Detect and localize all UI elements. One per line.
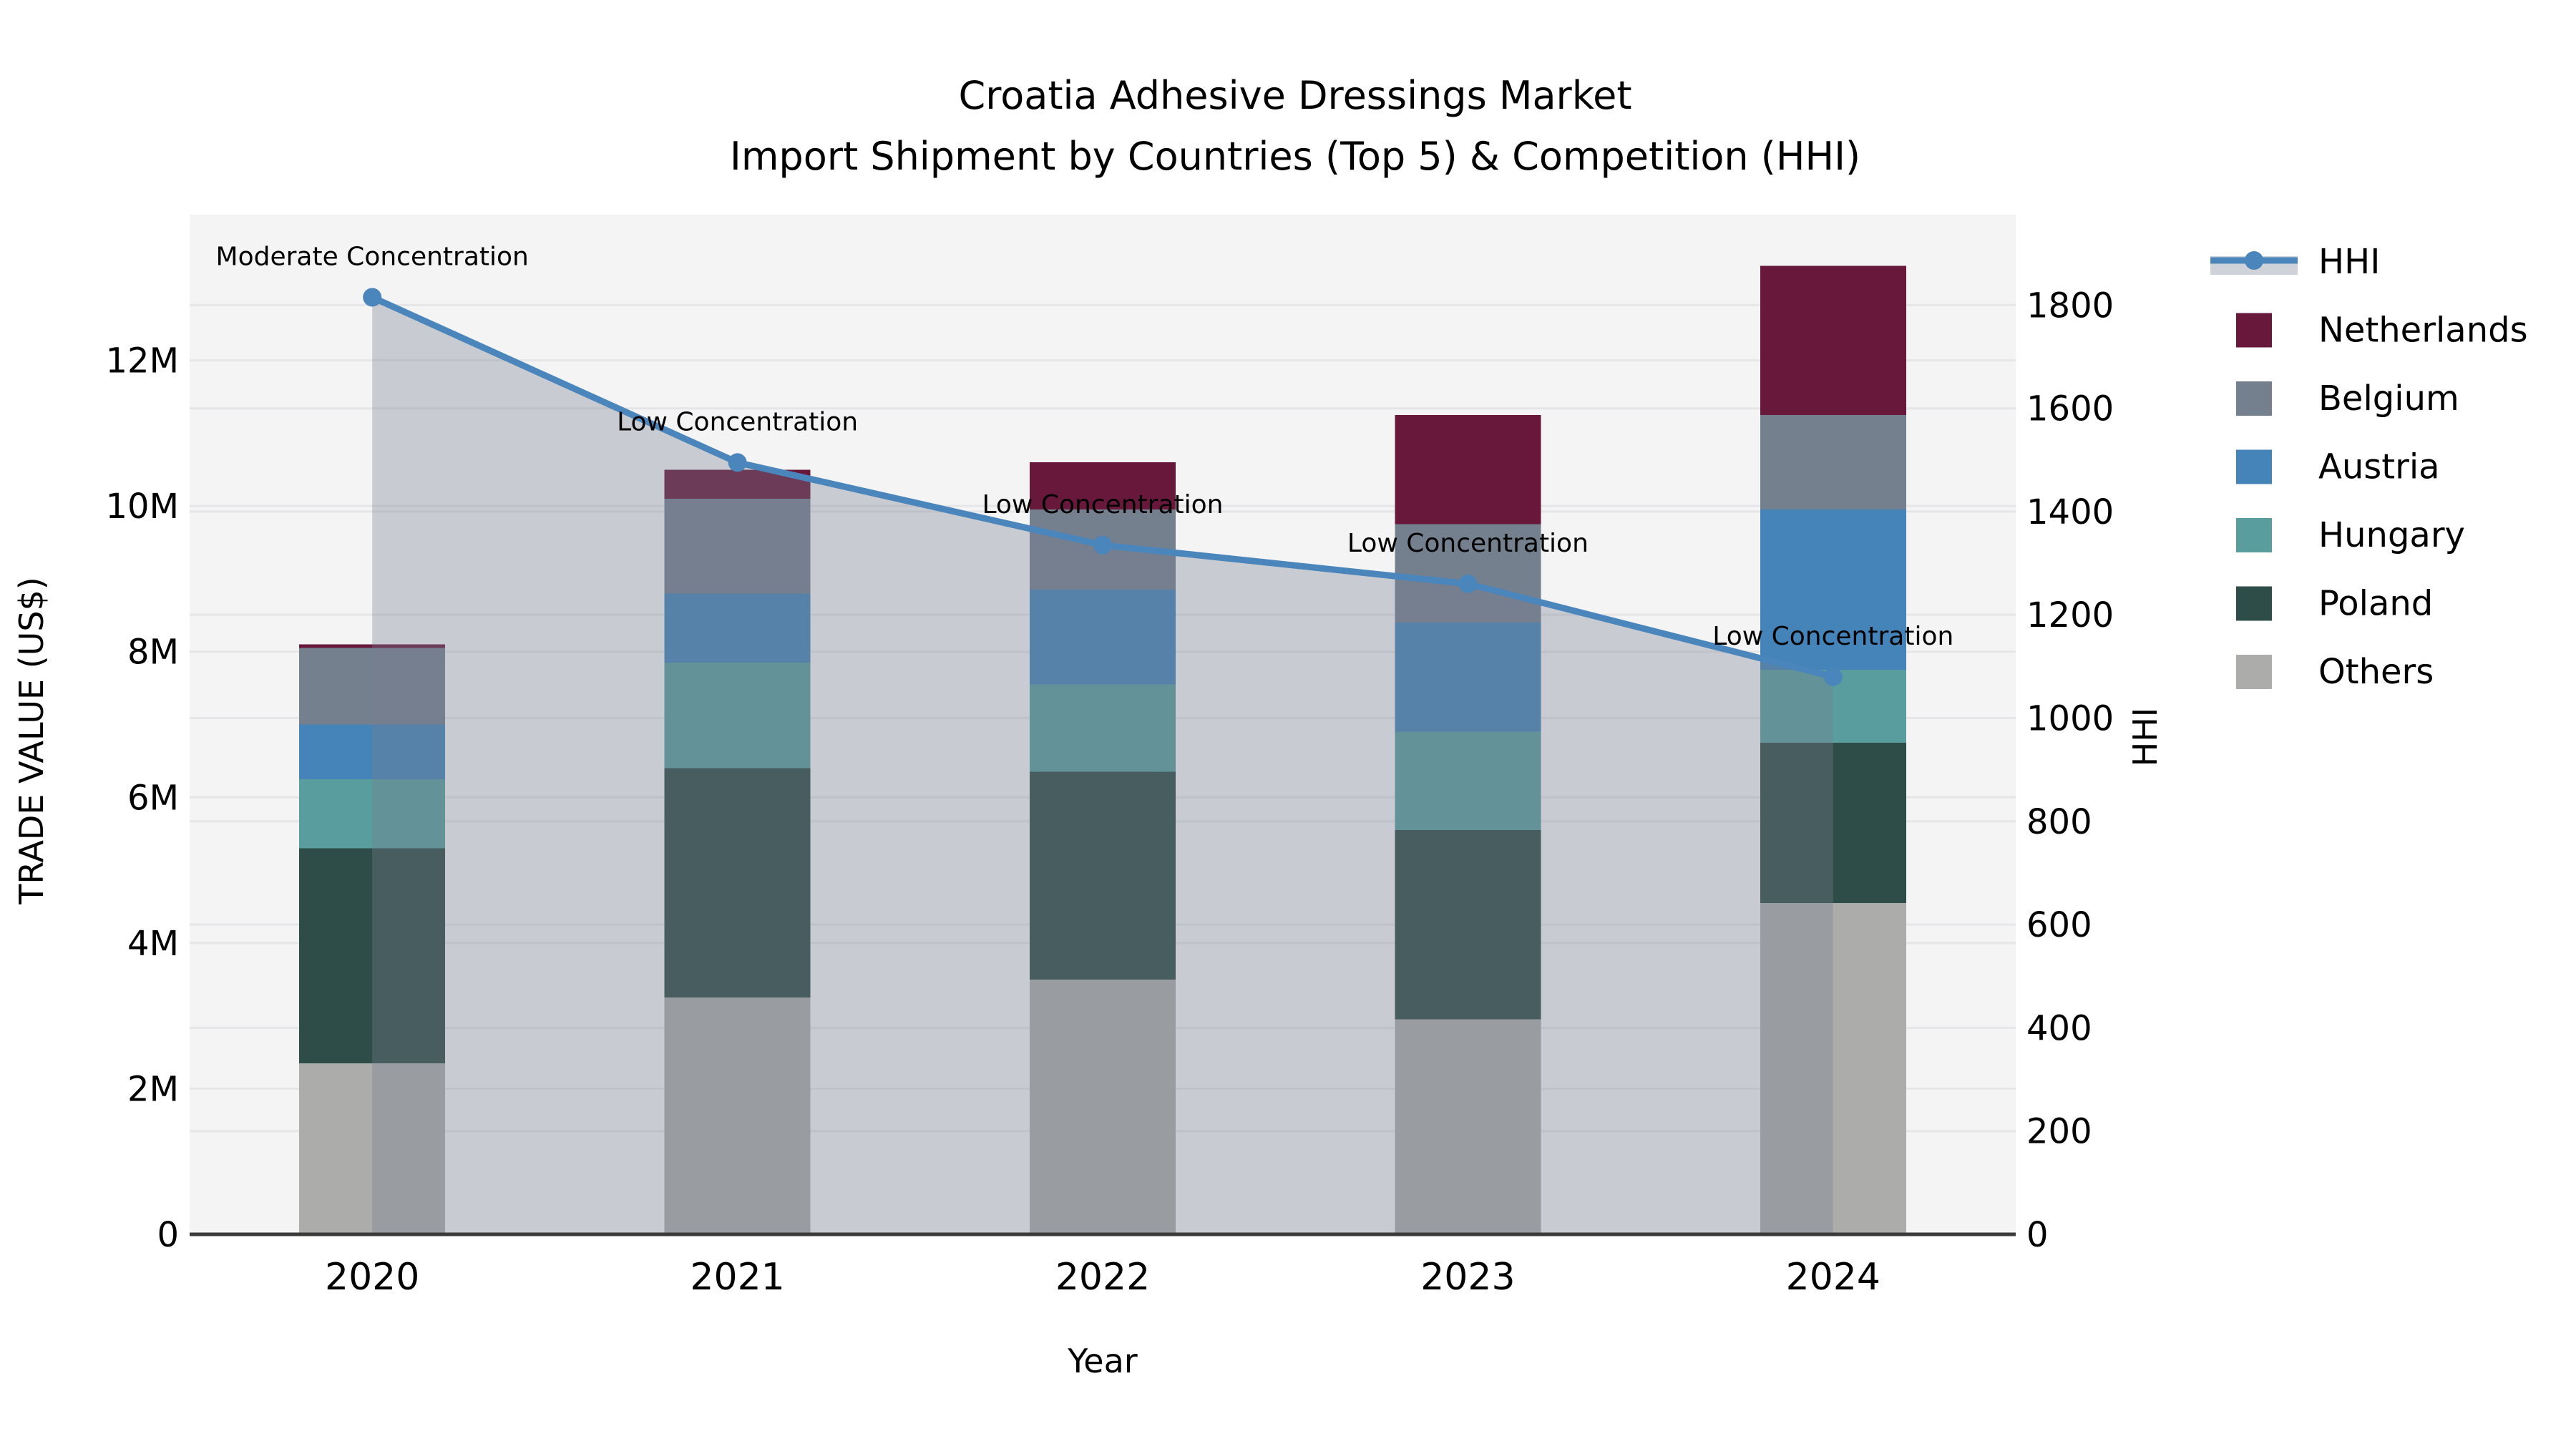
- left-tick-6M: 6M: [127, 778, 179, 818]
- legend-swatch-austria: [2236, 449, 2272, 484]
- right-tick-1800: 1800: [2026, 286, 2114, 326]
- legend-label-belgium: Belgium: [2318, 379, 2459, 419]
- bar-segment-austria-2020: [299, 724, 446, 779]
- bar-segment-poland-2024: [1760, 742, 1906, 903]
- y-axis-title-left: TRADE VALUE (US$): [12, 577, 51, 904]
- bar-segment-poland-2022: [1030, 771, 1176, 980]
- x-tick-2022: 2022: [1055, 1256, 1150, 1299]
- x-tick-2020: 2020: [325, 1256, 419, 1299]
- legend-item-hhi: HHI: [2210, 242, 2380, 282]
- right-tick-800: 800: [2026, 802, 2092, 842]
- bar-segment-netherlands-2020: [299, 644, 446, 648]
- bar-segment-belgium-2021: [664, 498, 811, 594]
- bar-segment-netherlands-2022: [1030, 462, 1176, 510]
- bar-segment-others-2023: [1395, 1019, 1541, 1234]
- legend-label-hungary: Hungary: [2318, 515, 2465, 555]
- legend-item-poland: Poland: [2236, 584, 2433, 624]
- legend-label-poland: Poland: [2318, 584, 2433, 624]
- bar-group-2021: [664, 469, 811, 1234]
- right-tick-400: 400: [2026, 1008, 2092, 1048]
- legend-item-hungary: Hungary: [2236, 515, 2465, 555]
- right-tick-0: 0: [2026, 1215, 2049, 1255]
- bar-segment-netherlands-2023: [1395, 414, 1541, 525]
- legend-item-netherlands: Netherlands: [2236, 311, 2528, 351]
- hhi-marker-2020: [363, 288, 382, 307]
- bar-segment-austria-2024: [1760, 509, 1906, 670]
- legend-hhi-marker-sample: [2245, 251, 2263, 270]
- legend-swatch-belgium: [2236, 381, 2272, 416]
- right-tick-1200: 1200: [2026, 595, 2114, 635]
- left-tick-2M: 2M: [127, 1069, 179, 1109]
- left-tick-0: 0: [157, 1215, 179, 1255]
- right-tick-1000: 1000: [2026, 698, 2114, 738]
- bar-segment-austria-2023: [1395, 623, 1541, 732]
- bar-segment-others-2020: [299, 1063, 446, 1234]
- bar-segment-poland-2023: [1395, 830, 1541, 1020]
- chart-title-line1: Croatia Adhesive Dressings Market: [959, 73, 1632, 118]
- right-tick-1400: 1400: [2026, 492, 2114, 532]
- bar-segment-hungary-2021: [664, 662, 811, 769]
- annotation-2022: Low Concentration: [982, 490, 1223, 519]
- bar-group-2022: [1030, 462, 1176, 1234]
- legend-swatch-poland: [2236, 586, 2272, 621]
- hhi-area-fill: [372, 297, 1833, 1235]
- legend-swatch-hungary: [2236, 518, 2272, 552]
- hhi-marker-2024: [1823, 667, 1843, 686]
- bar-segment-others-2024: [1760, 902, 1906, 1234]
- bar-segment-netherlands-2024: [1760, 265, 1906, 415]
- bar-segment-poland-2020: [299, 848, 446, 1063]
- stacked-bars: [299, 265, 1906, 1234]
- right-tick-200: 200: [2026, 1112, 2092, 1152]
- bar-group-2023: [1395, 414, 1541, 1234]
- legend: HHI Netherlands Belgium Austria Hungary Polan…: [2210, 242, 2528, 692]
- x-tick-2023: 2023: [1420, 1256, 1515, 1299]
- bar-segment-belgium-2023: [1395, 524, 1541, 623]
- legend-label-austria: Austria: [2318, 447, 2440, 487]
- annotation-2023: Low Concentration: [1347, 529, 1589, 558]
- hhi-marker-2021: [728, 453, 747, 472]
- bar-segment-poland-2021: [664, 768, 811, 998]
- right-tick-600: 600: [2026, 905, 2092, 945]
- bar-segment-hungary-2023: [1395, 731, 1541, 831]
- legend-label-others: Others: [2318, 652, 2434, 692]
- x-tick-2024: 2024: [1786, 1256, 1880, 1299]
- bar-segment-austria-2022: [1030, 590, 1176, 685]
- annotation-2024: Low Concentration: [1712, 622, 1953, 651]
- left-tick-10M: 10M: [106, 487, 180, 527]
- legend-label-netherlands: Netherlands: [2318, 311, 2528, 351]
- bar-group-2020: [299, 644, 446, 1234]
- right-tick-1600: 1600: [2026, 389, 2114, 429]
- left-tick-4M: 4M: [127, 924, 179, 964]
- x-tick-2021: 2021: [690, 1256, 784, 1299]
- legend-swatch-others: [2236, 655, 2272, 689]
- bar-segment-belgium-2020: [299, 648, 446, 725]
- legend-item-belgium: Belgium: [2236, 379, 2459, 419]
- legend-item-others: Others: [2236, 652, 2434, 692]
- bar-segment-hungary-2022: [1030, 684, 1176, 772]
- x-axis-title: Year: [1067, 1342, 1137, 1380]
- bar-segment-others-2021: [664, 997, 811, 1234]
- left-tick-12M: 12M: [106, 341, 180, 381]
- legend-item-austria: Austria: [2236, 447, 2440, 487]
- y-axis-title-right: HHI: [2126, 708, 2165, 767]
- bar-segment-hungary-2020: [299, 779, 446, 849]
- chart-title-line2: Import Shipment by Countries (Top 5) & C…: [730, 134, 1860, 179]
- hhi-marker-2023: [1458, 574, 1478, 593]
- annotation-2021: Low Concentration: [617, 407, 858, 436]
- legend-swatch-netherlands: [2236, 313, 2272, 348]
- left-tick-8M: 8M: [127, 633, 179, 673]
- hhi-marker-2022: [1093, 535, 1112, 555]
- bar-segment-austria-2021: [664, 593, 811, 663]
- bar-segment-belgium-2024: [1760, 414, 1906, 510]
- bar-group-2024: [1760, 265, 1906, 1234]
- annotation-2020: Moderate Concentration: [216, 242, 529, 271]
- bar-segment-others-2022: [1030, 979, 1176, 1234]
- legend-label-hhi: HHI: [2318, 242, 2380, 282]
